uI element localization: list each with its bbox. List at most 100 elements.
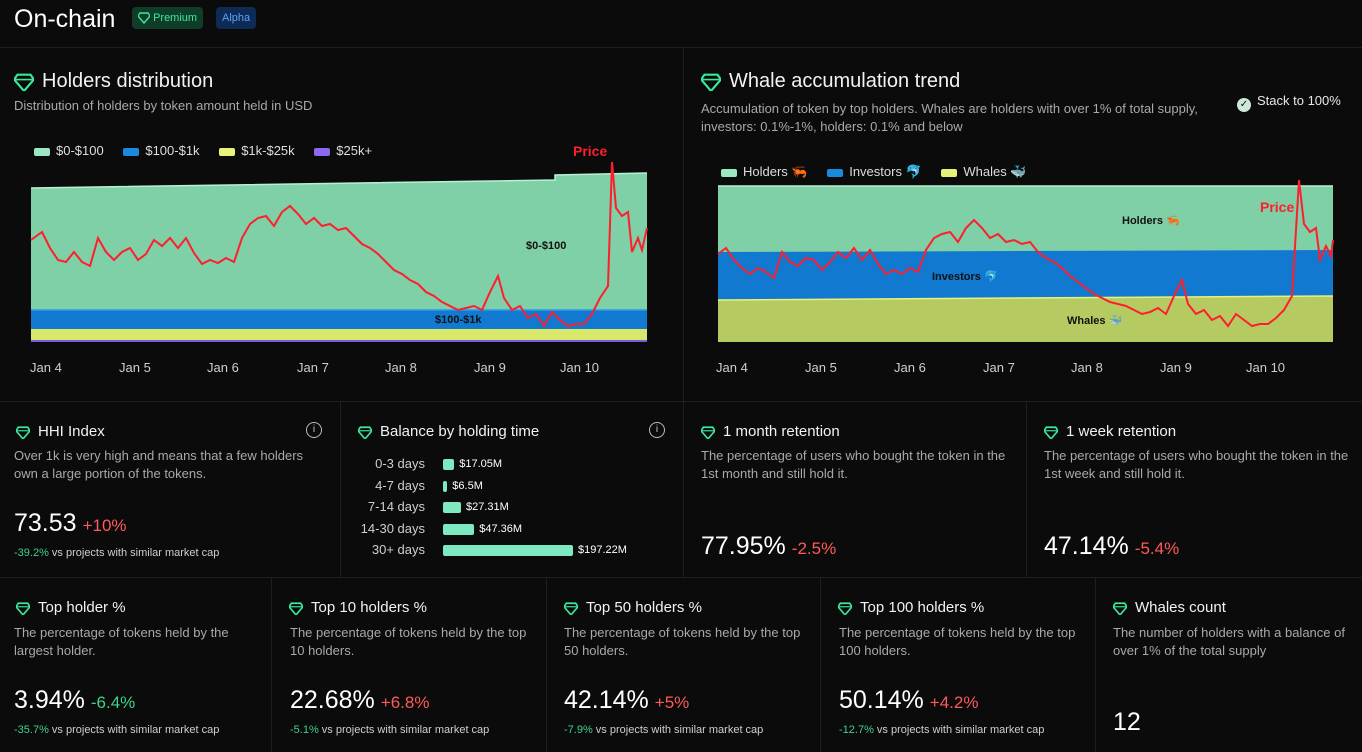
x-tick: Jan 6	[207, 360, 239, 375]
premium-badge: Premium	[132, 7, 204, 29]
area-100-1k	[31, 310, 647, 329]
whale-subtitle: Accumulation of token by top holders. Wh…	[701, 101, 1198, 134]
balance-bar-value: $197.22M	[578, 544, 627, 556]
retention-week-desc: The percentage of users who bought the t…	[1044, 448, 1349, 481]
top-holder-compare: -35.7% vs projects with similar market c…	[14, 724, 220, 736]
x-tick: Jan 5	[119, 360, 151, 375]
top100-panel: Top 100 holders % The percentage of toke…	[821, 578, 1096, 752]
holders-chart	[30, 161, 648, 342]
gem-icon	[1113, 601, 1127, 615]
top-holder-panel: Top holder % The percentage of tokens he…	[0, 578, 272, 752]
balance-bar-value: $47.36M	[479, 522, 523, 535]
retention-week-panel: 1 week retention The percentage of users…	[1027, 402, 1362, 578]
legend-item-1k-25k[interactable]: $1k-$25k	[219, 143, 295, 158]
check-icon: ✓	[1237, 98, 1251, 112]
area-holders	[718, 186, 1333, 252]
retention-month-title: 1 month retention	[701, 423, 840, 440]
top-holder-title: Top holder %	[16, 599, 126, 616]
page-title: On-chain	[14, 5, 116, 33]
x-tick: Jan 4	[30, 360, 62, 375]
gem-icon	[16, 425, 30, 439]
x-tick: Jan 4	[716, 360, 748, 375]
gem-icon	[838, 601, 852, 615]
balance-panel: Balance by holding time i 0-3 days $17.05…	[341, 402, 684, 578]
area-1k-25k	[31, 329, 647, 340]
top50-compare: -7.9% vs projects with similar market ca…	[564, 724, 764, 736]
legend-item-25k[interactable]: $25k+	[314, 143, 372, 158]
whale-title-text: Whale accumulation trend	[729, 70, 961, 92]
balance-row-label: 0-3 days	[375, 456, 425, 471]
info-icon[interactable]: i	[306, 422, 322, 438]
retention-month-value: 77.95% -2.5%	[701, 532, 837, 560]
label-holders: Holders 🦐	[1122, 215, 1180, 227]
top50-panel: Top 50 holders % The percentage of token…	[547, 578, 821, 752]
top-holder-value: 3.94% -6.4%	[14, 686, 136, 714]
balance-bar[interactable]	[443, 523, 475, 535]
retention-week-title: 1 week retention	[1044, 423, 1176, 440]
balance-row-label: 4-7 days	[375, 477, 425, 493]
hhi-compare: -39.2% vs projects with similar market c…	[14, 547, 220, 559]
retention-month-panel: 1 month retention The percentage of user…	[684, 402, 1027, 578]
legend-item-0-100[interactable]: $0-$100	[34, 143, 104, 158]
legend-item-holders[interactable]: Holders 🦐	[721, 164, 808, 179]
gem-icon	[289, 601, 303, 615]
balance-row-label: 30+ days	[371, 542, 425, 557]
top100-compare: -12.7% vs projects with similar market c…	[839, 724, 1045, 736]
legend-item-100-1k[interactable]: $100-$1k	[123, 143, 200, 158]
area-0-100	[31, 173, 647, 310]
stack-100-toggle[interactable]: ✓ Stack to 100%	[1237, 93, 1341, 112]
price-label: Price	[573, 143, 608, 159]
hhi-change: +10%	[82, 516, 127, 535]
top100-desc: The percentage of tokens held by the top…	[839, 625, 1076, 658]
retention-month-desc: The percentage of users who bought the t…	[701, 448, 1006, 481]
balance-title: Balance by holding time	[358, 423, 539, 440]
whales-count-title: Whales count	[1113, 599, 1226, 616]
balance-bar[interactable]	[443, 502, 461, 513]
x-tick: Jan 10	[560, 360, 600, 375]
balance-bar-value: $27.31M	[466, 501, 509, 513]
label-investors: Investors 🐬	[932, 271, 998, 283]
area-whales	[718, 296, 1333, 342]
area-top-line	[30, 172, 648, 189]
holders-legend: $0-$100 $100-$1k $1k-$25k $25k+	[34, 143, 388, 158]
top10-compare: -5.1% vs projects with similar market ca…	[290, 724, 490, 736]
label-0-100: $0-$100	[526, 240, 567, 252]
legend-item-investors[interactable]: Investors 🐬	[827, 164, 922, 179]
balance-bar[interactable]	[443, 545, 573, 556]
balance-row-label: 7-14 days	[367, 499, 425, 514]
balance-bar-value: $17.05M	[459, 458, 503, 470]
gem-icon	[1044, 425, 1058, 439]
gem-icon	[564, 601, 578, 615]
balance-bar[interactable]	[443, 459, 455, 470]
gem-icon	[16, 601, 30, 615]
top50-desc: The percentage of tokens held by the top…	[564, 625, 801, 658]
x-tick: Jan 9	[1160, 360, 1192, 375]
legend-item-whales[interactable]: Whales 🐳	[941, 164, 1027, 179]
hhi-value: 73.53 +10%	[14, 509, 127, 537]
label-100-1k: $100-$1k	[435, 314, 482, 326]
whales-count-desc: The number of holders with a balance of …	[1113, 625, 1345, 658]
whale-price-line	[717, 179, 1334, 328]
top100-title: Top 100 holders %	[838, 599, 984, 616]
holders-subtitle: Distribution of holders by token amount …	[14, 98, 313, 113]
hhi-panel: HHI Index i Over 1k is very high and mea…	[0, 402, 341, 578]
gem-icon	[358, 425, 372, 439]
x-tick: Jan 8	[1071, 360, 1103, 375]
top10-title: Top 10 holders %	[289, 599, 427, 616]
whale-chart	[717, 179, 1334, 342]
x-tick: Jan 5	[805, 360, 837, 375]
whale-price-label: Price	[1260, 199, 1295, 215]
hhi-desc: Over 1k is very high and means that a fe…	[14, 448, 304, 481]
info-icon[interactable]: i	[649, 422, 665, 438]
balance-bar[interactable]	[443, 480, 448, 492]
holders-distribution-title: Holders distribution	[14, 70, 213, 93]
whale-trend-title: Whale accumulation trend	[701, 70, 960, 93]
gem-icon	[701, 425, 715, 439]
holders-distribution-panel: Holders distribution Distribution of hol…	[0, 48, 684, 402]
gem-icon	[701, 73, 721, 91]
retention-week-value: 47.14% -5.4%	[1044, 532, 1180, 560]
top-holder-desc: The percentage of tokens held by the lar…	[14, 625, 229, 658]
top50-value: 42.14% +5%	[564, 686, 690, 714]
gem-icon	[14, 73, 34, 91]
price-line	[30, 161, 648, 328]
